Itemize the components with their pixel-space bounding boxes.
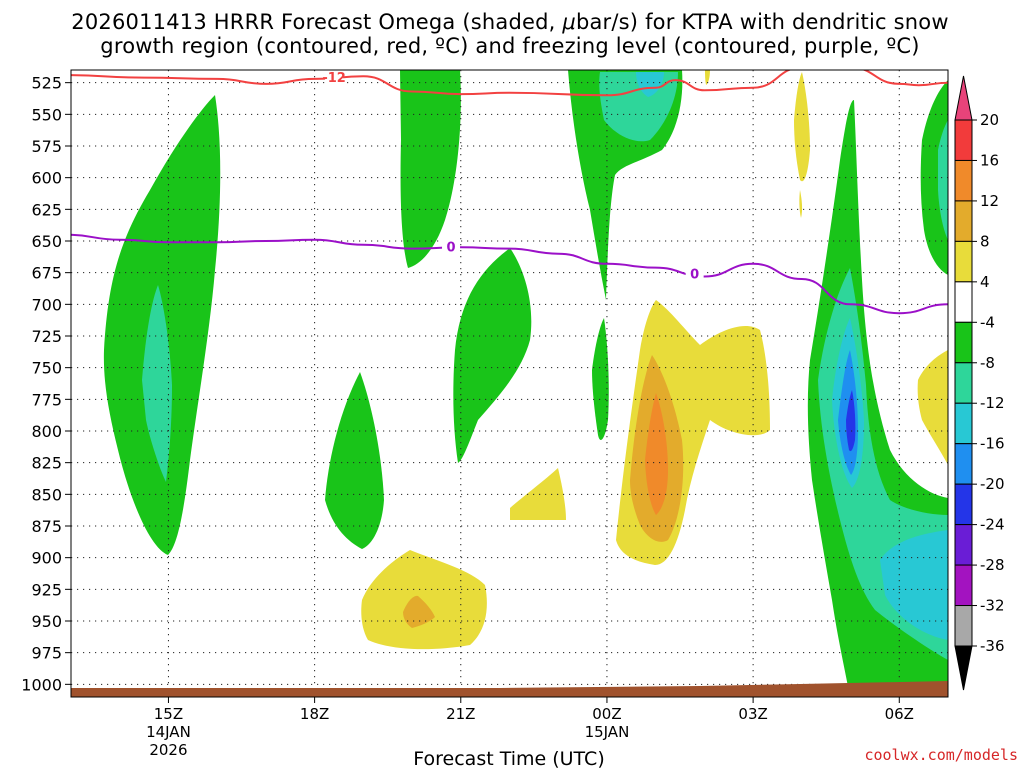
x-axis-label: Forecast Time (UTC) — [413, 748, 604, 768]
omega-region-upward-weak — [325, 372, 384, 549]
y-tick-label: 575 — [31, 137, 62, 156]
colorbar-swatch — [954, 605, 973, 647]
y-tick-label: 850 — [31, 485, 62, 504]
omega-region-downward-strong — [645, 393, 668, 515]
y-tick-label: 1000 — [21, 675, 62, 694]
pressure-gridlines — [71, 82, 948, 685]
omega-region-upward-weak — [400, 70, 461, 268]
y-tick-label: 625 — [31, 200, 62, 219]
source-credit: coolwx.com/models — [864, 746, 1018, 764]
colorbar-label: -8 — [980, 354, 995, 372]
contour-label: -12 — [322, 71, 346, 86]
contour-label-bg — [325, 70, 344, 84]
omega-region-upward-extreme — [846, 390, 856, 452]
x-tick-label: 21Z — [446, 705, 475, 723]
omega-region-upward-moderate — [938, 120, 948, 240]
omega-shading — [103, 70, 948, 697]
contour-label-bg — [685, 266, 704, 281]
omega-region-downward-weak — [705, 70, 710, 85]
omega-region-downward-weak — [510, 468, 566, 520]
colorbar-label: -24 — [980, 516, 1005, 534]
omega-region-downward-moderate — [403, 595, 435, 628]
y-tick-label: 675 — [31, 264, 62, 283]
colorbar: 20 16 12 8 4 -4 -8 -12 -16 -20 -24 -28 -32 -36 — [954, 75, 1005, 691]
omega-region-upward-weak — [453, 248, 532, 463]
omega-region-upward-moderate — [142, 285, 172, 482]
x-tick-label: 06Z — [885, 705, 914, 723]
contour-label: 0 — [447, 241, 456, 256]
colorbar-label: 16 — [980, 151, 999, 169]
omega-region-upward-strong — [636, 72, 664, 97]
y-tick-label: 700 — [31, 295, 62, 314]
y-tick-label: 800 — [31, 422, 62, 441]
colorbar-swatch — [954, 402, 973, 445]
y-tick-label: 725 — [31, 327, 62, 346]
y-tick-label: 825 — [31, 454, 62, 473]
y-tick-label: 525 — [31, 74, 62, 93]
y-tick-label: 900 — [31, 549, 62, 568]
temperature-contours: -12 0 0 — [71, 70, 948, 315]
colorbar-swatch — [954, 362, 973, 404]
omega-region-downward-weak — [917, 350, 948, 465]
x-tick-label: 00Z — [592, 705, 621, 723]
colorbar-label: -32 — [980, 597, 1005, 615]
colorbar-swatch — [954, 564, 973, 607]
y-tick-label: 925 — [31, 580, 62, 599]
colorbar-label: 8 — [980, 232, 990, 250]
y-tick-label: 650 — [31, 232, 62, 251]
freezing-level-contour — [71, 233, 948, 315]
colorbar-label: 4 — [980, 273, 990, 291]
x-tick-year: 2026 — [149, 741, 187, 759]
chart-title-line2: growth region (contoured, red, ºC) and f… — [100, 34, 919, 58]
contour-label-bg — [442, 239, 461, 254]
y-tick-label: 600 — [31, 169, 62, 188]
x-tick-date: 15JAN — [585, 723, 630, 741]
colorbar-max-triangle — [954, 75, 973, 121]
y-tick-label: 875 — [31, 517, 62, 536]
y-tick-label: 950 — [31, 612, 62, 631]
omega-region-downward-weak — [794, 72, 810, 182]
colorbar-swatch — [954, 240, 973, 283]
colorbar-swatch — [954, 159, 973, 202]
omega-region-downward-weak — [361, 550, 487, 650]
plot-area: -12 0 0 — [71, 70, 948, 697]
omega-region-upward-weak — [920, 80, 948, 275]
y-axis: 525 550 575 600 625 650 675 700 725 750 775 800 825 8… — [21, 74, 71, 694]
colorbar-label: -28 — [980, 556, 1005, 574]
colorbar-min-triangle — [954, 645, 973, 691]
colorbar-label: 20 — [980, 111, 999, 129]
colorbar-label: -20 — [980, 475, 1005, 493]
colorbar-label: -12 — [980, 394, 1005, 412]
colorbar-swatch — [954, 321, 973, 364]
colorbar-swatch — [954, 200, 973, 242]
colorbar-swatch — [954, 443, 973, 485]
contour-label: 0 — [690, 268, 699, 283]
omega-region-upward-weak — [592, 318, 609, 440]
x-tick-date: 14JAN — [146, 723, 191, 741]
colorbar-swatch — [954, 483, 973, 526]
terrain-surface — [71, 681, 948, 697]
x-tick-label: 03Z — [738, 705, 767, 723]
time-gridlines — [167, 70, 900, 697]
omega-region-upward-strong — [880, 530, 948, 640]
colorbar-swatch — [954, 281, 973, 323]
y-tick-label: 750 — [31, 359, 62, 378]
y-tick-label: 550 — [31, 105, 62, 124]
colorbar-label: -4 — [980, 313, 995, 331]
omega-region-downward-weak — [799, 190, 803, 218]
x-tick-label: 15Z — [154, 705, 183, 723]
colorbar-label: -16 — [980, 435, 1005, 453]
colorbar-swatch — [954, 524, 973, 566]
y-tick-label: 775 — [31, 390, 62, 409]
colorbar-label: 12 — [980, 192, 999, 210]
colorbar-swatch — [954, 119, 973, 161]
y-tick-label: 975 — [31, 644, 62, 663]
dendritic-growth-contour — [71, 70, 948, 97]
x-tick-label: 18Z — [300, 705, 329, 723]
chart-title-line1: 2026011413 HRRR Forecast Omega (shaded, … — [71, 10, 948, 34]
colorbar-label: -36 — [980, 637, 1005, 655]
plot-frame — [70, 69, 949, 698]
